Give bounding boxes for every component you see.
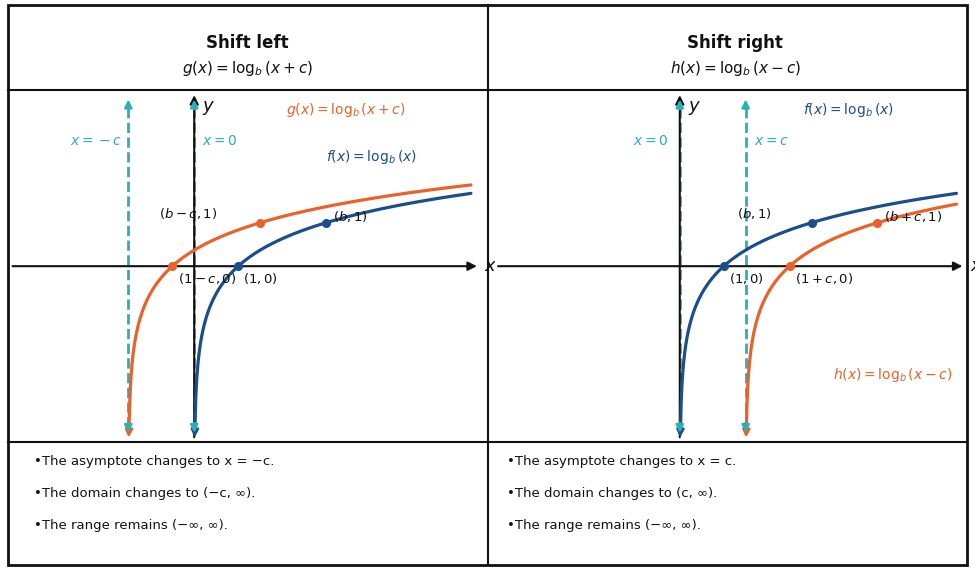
Text: $(b, 1)$: $(b, 1)$ [332, 209, 368, 223]
Text: $x = -c$: $x = -c$ [69, 134, 122, 148]
Text: $(b + c, 1)$: $(b + c, 1)$ [884, 209, 943, 223]
Text: •The asymptote changes to x = −c.: •The asymptote changes to x = −c. [34, 455, 275, 468]
Text: Shift left: Shift left [207, 34, 289, 52]
Text: $h(x) = \log_b(x - c)$: $h(x) = \log_b(x - c)$ [670, 59, 800, 78]
Text: $g(x) = \log_b(x + c)$: $g(x) = \log_b(x + c)$ [287, 101, 406, 119]
Text: •The asymptote changes to x = c.: •The asymptote changes to x = c. [507, 455, 736, 468]
Text: $g(x) = \log_b(x + c)$: $g(x) = \log_b(x + c)$ [182, 59, 313, 78]
Text: $(b - c, 1)$: $(b - c, 1)$ [159, 206, 217, 221]
Text: $(1, 0)$: $(1, 0)$ [244, 271, 278, 286]
Text: •The range remains (−∞, ∞).: •The range remains (−∞, ∞). [507, 519, 701, 532]
Text: $(1 - c, 0)$: $(1 - c, 0)$ [177, 271, 236, 286]
Text: $(1 + c, 0)$: $(1 + c, 0)$ [795, 271, 853, 286]
Text: $x$: $x$ [485, 257, 497, 275]
Text: $y$: $y$ [687, 99, 701, 117]
Text: $x = 0$: $x = 0$ [634, 134, 669, 148]
Text: $f(x) = \log_b(x)$: $f(x) = \log_b(x)$ [326, 148, 417, 166]
Text: $(1, 0)$: $(1, 0)$ [729, 271, 763, 286]
Text: $x = c$: $x = c$ [754, 134, 789, 148]
Text: •The range remains (−∞, ∞).: •The range remains (−∞, ∞). [34, 519, 228, 532]
Text: $x$: $x$ [970, 257, 975, 275]
Text: Shift right: Shift right [687, 34, 783, 52]
Text: $f(x) = \log_b(x)$: $f(x) = \log_b(x)$ [802, 101, 894, 119]
Text: $y$: $y$ [202, 99, 215, 117]
Text: •The domain changes to (c, ∞).: •The domain changes to (c, ∞). [507, 487, 718, 499]
Text: $x = 0$: $x = 0$ [202, 134, 238, 148]
Text: •The domain changes to (−c, ∞).: •The domain changes to (−c, ∞). [34, 487, 255, 499]
Text: $h(x) = \log_b(x - c)$: $h(x) = \log_b(x - c)$ [834, 366, 953, 384]
Text: $(b, 1)$: $(b, 1)$ [737, 206, 771, 221]
